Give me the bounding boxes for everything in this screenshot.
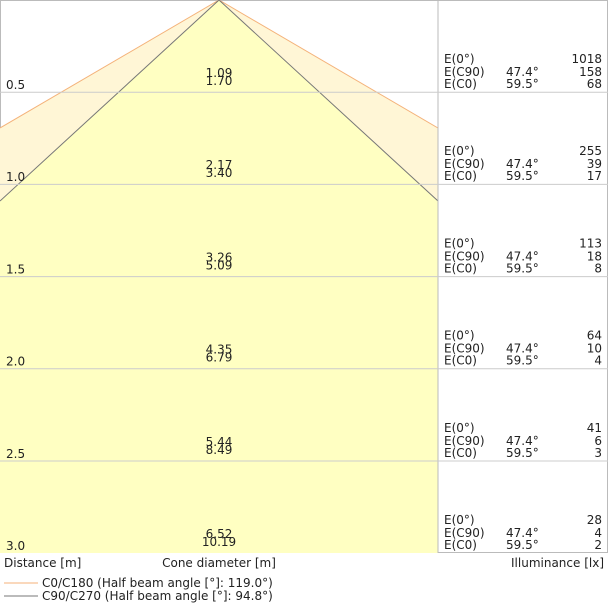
c90-angle: 47.4° [506,157,539,171]
ec0-value: 3 [594,446,602,460]
c0-angle: 59.5° [506,446,539,460]
c90-angle: 47.4° [506,434,539,448]
ec0-value: 68 [587,77,602,91]
ec90-label: E(C90) [444,249,485,263]
e0-label: E(0°) [444,236,475,250]
e0-value: 255 [579,144,602,158]
ec90-value: 6 [594,434,602,448]
cone-c0: 1.70 [206,74,233,88]
e0-value: 113 [579,236,602,250]
cone-c90: 5.44 [206,435,233,449]
ec90-label: E(C90) [444,157,485,171]
e0-label: E(0°) [444,144,475,158]
ec90-value: 18 [587,249,602,263]
distance: 1.0 [6,170,25,184]
c0-angle: 59.5° [506,77,539,91]
ec0-label: E(C0) [444,354,477,368]
distance: 1.5 [6,262,25,276]
e0-label: E(0°) [444,421,475,435]
cone-c0: 10.19 [202,535,236,549]
cone-c90: 2.17 [206,158,233,172]
c90-angle: 47.4° [506,65,539,79]
illuminance-label: Illuminance [lx] [511,556,604,570]
ec0-value: 4 [594,354,602,368]
e0-label: E(0°) [444,52,475,66]
cone-c90: 6.52 [206,527,233,541]
ec90-value: 158 [579,65,602,79]
legend-text: C0/C180 (Half beam angle [°]: 119.0°) [42,576,273,590]
cone-c90: 1.09 [206,66,233,80]
ec90-value: 39 [587,157,602,171]
cone-c0: 8.49 [206,443,233,457]
ec90-label: E(C90) [444,434,485,448]
c0-angle: 59.5° [506,169,539,183]
ec0-label: E(C0) [444,77,477,91]
distance: 3.0 [6,539,25,553]
e0-label: E(0°) [444,513,475,527]
cone-c0: 3.40 [206,166,233,180]
distance-label: Distance [m] [4,556,81,570]
distance: 2.0 [6,355,25,369]
e0-label: E(0°) [444,329,475,343]
cone-c0: 6.79 [206,351,233,365]
ec0-value: 8 [594,261,602,275]
e0-value: 64 [587,329,602,343]
rows: 0.51.091.70E(0°)E(C90)E(C0)47.4°59.5°101… [0,52,608,553]
distance: 2.5 [6,447,25,461]
ec90-value: 4 [594,526,602,540]
c0-angle: 59.5° [506,261,539,275]
ec0-value: 17 [587,169,602,183]
cone-c0: 5.09 [206,258,233,272]
ec0-label: E(C0) [444,261,477,275]
c90-angle: 47.4° [506,342,539,356]
c0-angle: 59.5° [506,538,539,552]
e0-value: 28 [587,513,602,527]
c0-angle: 59.5° [506,354,539,368]
c0-edge [0,0,439,129]
ec90-label: E(C90) [444,342,485,356]
distance: 0.5 [6,78,25,92]
cone-c90: 3.26 [206,250,233,264]
ec0-value: 2 [594,538,602,552]
e0-value: 1018 [571,52,602,66]
ec0-label: E(C0) [444,169,477,183]
ec0-label: E(C0) [444,538,477,552]
ec0-label: E(C0) [444,446,477,460]
legend-text: C90/C270 (Half beam angle [°]: 94.8°) [42,589,273,603]
c90-angle: 47.4° [506,249,539,263]
e0-value: 41 [587,421,602,435]
c90-angle: 47.4° [506,526,539,540]
ec90-label: E(C90) [444,65,485,79]
ec90-label: E(C90) [444,526,485,540]
cone-c90: 4.35 [206,343,233,357]
ec90-value: 10 [587,342,602,356]
cone-label: Cone diameter [m] [162,556,276,570]
c90-edge [0,0,439,202]
